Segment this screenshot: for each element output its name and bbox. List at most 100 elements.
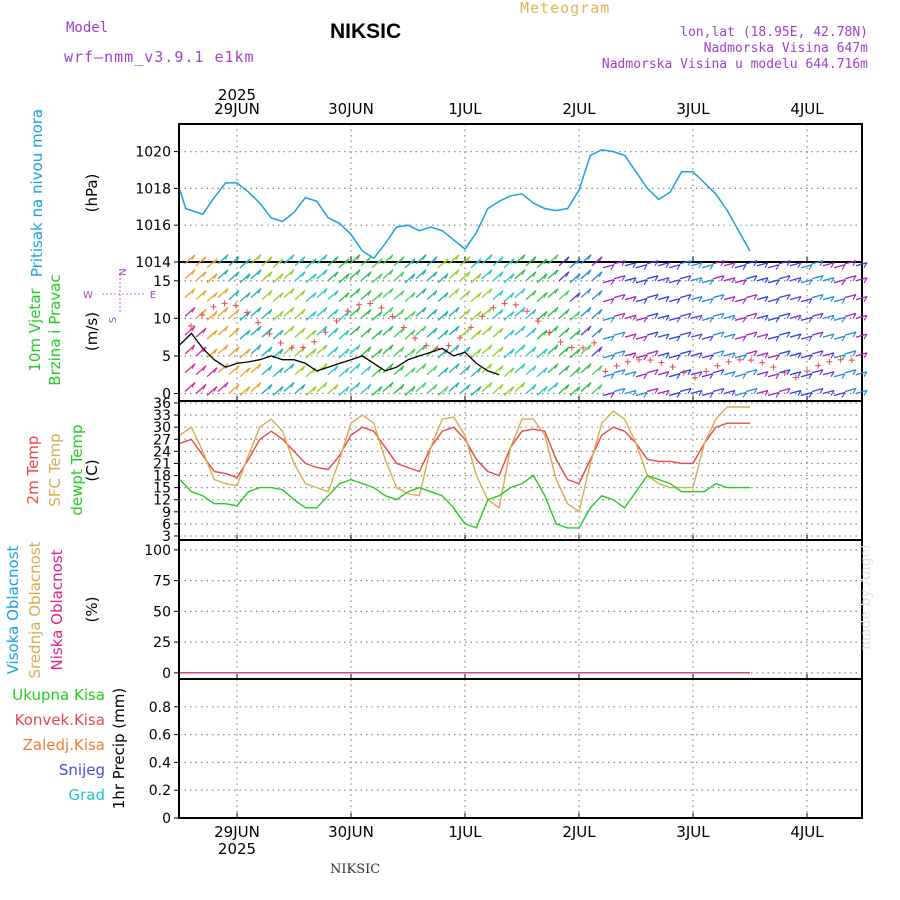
wind-barb-flag <box>598 309 603 315</box>
wind-barb <box>602 316 615 321</box>
wind-barb <box>492 256 504 267</box>
wind-barb <box>734 264 747 269</box>
wind-barb <box>415 325 427 336</box>
wind-barb-flag <box>378 258 383 265</box>
wind-barb <box>184 325 196 336</box>
wind-barb <box>536 273 548 284</box>
wind-barb-flag <box>224 269 229 276</box>
wind-barb <box>800 335 813 340</box>
wind-barb <box>701 279 714 284</box>
wind-barb-flag <box>731 296 736 302</box>
wind-barb <box>701 264 714 269</box>
wind-barb-flag <box>444 329 449 336</box>
wind-barb <box>349 325 361 336</box>
wind-barb-flag <box>279 292 284 298</box>
wind-barb-flag <box>587 254 592 261</box>
wind-barb <box>833 335 846 340</box>
wind-barb <box>811 350 824 355</box>
wind-barb <box>844 293 857 299</box>
wind-barb <box>712 312 725 317</box>
wind-barb-flag <box>279 348 284 355</box>
wind-barb-flag <box>312 348 317 355</box>
wind-barb <box>569 348 581 359</box>
wind-barb-flag <box>676 264 681 271</box>
wind-barb-flag <box>742 279 747 286</box>
wind-barb <box>426 271 438 282</box>
wind-barb-flag <box>841 279 846 286</box>
wind-barb <box>327 271 339 282</box>
wind-barb <box>261 365 273 376</box>
wind-barb-flag <box>510 329 515 336</box>
wind-barb <box>371 273 383 284</box>
wind-barb <box>635 297 648 303</box>
wind-barb-flag <box>334 256 339 263</box>
wind-barb <box>217 254 229 265</box>
wind-barb-flag <box>731 315 736 321</box>
wind-barb <box>558 327 570 338</box>
wind-barb <box>833 279 846 284</box>
wind-barb <box>855 314 868 319</box>
wind-barb <box>657 371 670 376</box>
wind-barb <box>756 277 769 282</box>
wind-barb <box>481 325 493 336</box>
wind-barb-flag <box>665 262 670 269</box>
wind-barb <box>723 389 736 395</box>
wind-barb <box>536 348 548 359</box>
wind-barb-flag <box>488 254 493 261</box>
wind-barb <box>294 365 306 376</box>
wind-barb <box>657 389 670 395</box>
wind-barb <box>382 344 394 355</box>
wind-barb-flag <box>246 258 251 265</box>
wind-barb-flag <box>224 288 229 294</box>
wind-barb <box>536 258 548 269</box>
wind-barb-flag <box>334 271 339 278</box>
wind-barb <box>404 329 416 340</box>
wind-barb-flag <box>676 298 681 304</box>
wind-barb <box>624 262 637 267</box>
wind-barb-flag <box>819 369 824 375</box>
wind-barb <box>470 329 482 340</box>
wind-barb <box>503 386 515 396</box>
wind-barb <box>558 271 570 282</box>
wind-barb-flag <box>411 273 416 280</box>
bottom-day-label: 30JUN <box>328 823 374 841</box>
wind-barb <box>305 258 317 269</box>
wind-barb <box>822 314 835 319</box>
wind-barb-flag <box>797 296 802 302</box>
wind-barb <box>745 369 758 374</box>
model-label: Model <box>66 20 109 36</box>
wind-barb <box>195 365 207 376</box>
wind-barb-flag <box>819 350 824 357</box>
wind-barb <box>470 310 482 321</box>
wind-barb <box>690 295 703 301</box>
y-tick-label: 0 <box>162 811 171 827</box>
wind-barb-flag <box>753 388 758 394</box>
wind-barb <box>371 348 383 359</box>
wind-barb <box>338 258 350 269</box>
wind-barb <box>459 327 471 338</box>
wind-barb-flag <box>422 269 427 276</box>
wind-barb <box>228 384 240 394</box>
wind-barb-flag <box>852 350 857 357</box>
wind-barb-flag <box>257 307 262 313</box>
wind-barb-flag <box>301 271 306 278</box>
wind-barb <box>646 260 659 265</box>
wind-barb <box>404 273 416 284</box>
wind-barb <box>657 352 670 357</box>
wind-barb-flag <box>687 369 692 375</box>
wind-barb <box>646 369 659 374</box>
wind-barb <box>833 297 846 303</box>
wind-barb-flag <box>235 290 240 296</box>
wind-barb <box>195 327 207 338</box>
y-tick-label: 1016 <box>135 218 171 234</box>
wind-barb <box>624 371 637 376</box>
wind-barb <box>481 288 493 299</box>
wind-barb-flag <box>554 363 559 369</box>
wind-barb <box>360 308 372 319</box>
wind-barb <box>228 256 240 267</box>
wind-barb-flag <box>301 384 306 390</box>
wind-barb <box>789 333 802 338</box>
wind-barb <box>822 389 835 395</box>
wind-barb <box>404 386 416 396</box>
wind-barb <box>591 365 603 376</box>
